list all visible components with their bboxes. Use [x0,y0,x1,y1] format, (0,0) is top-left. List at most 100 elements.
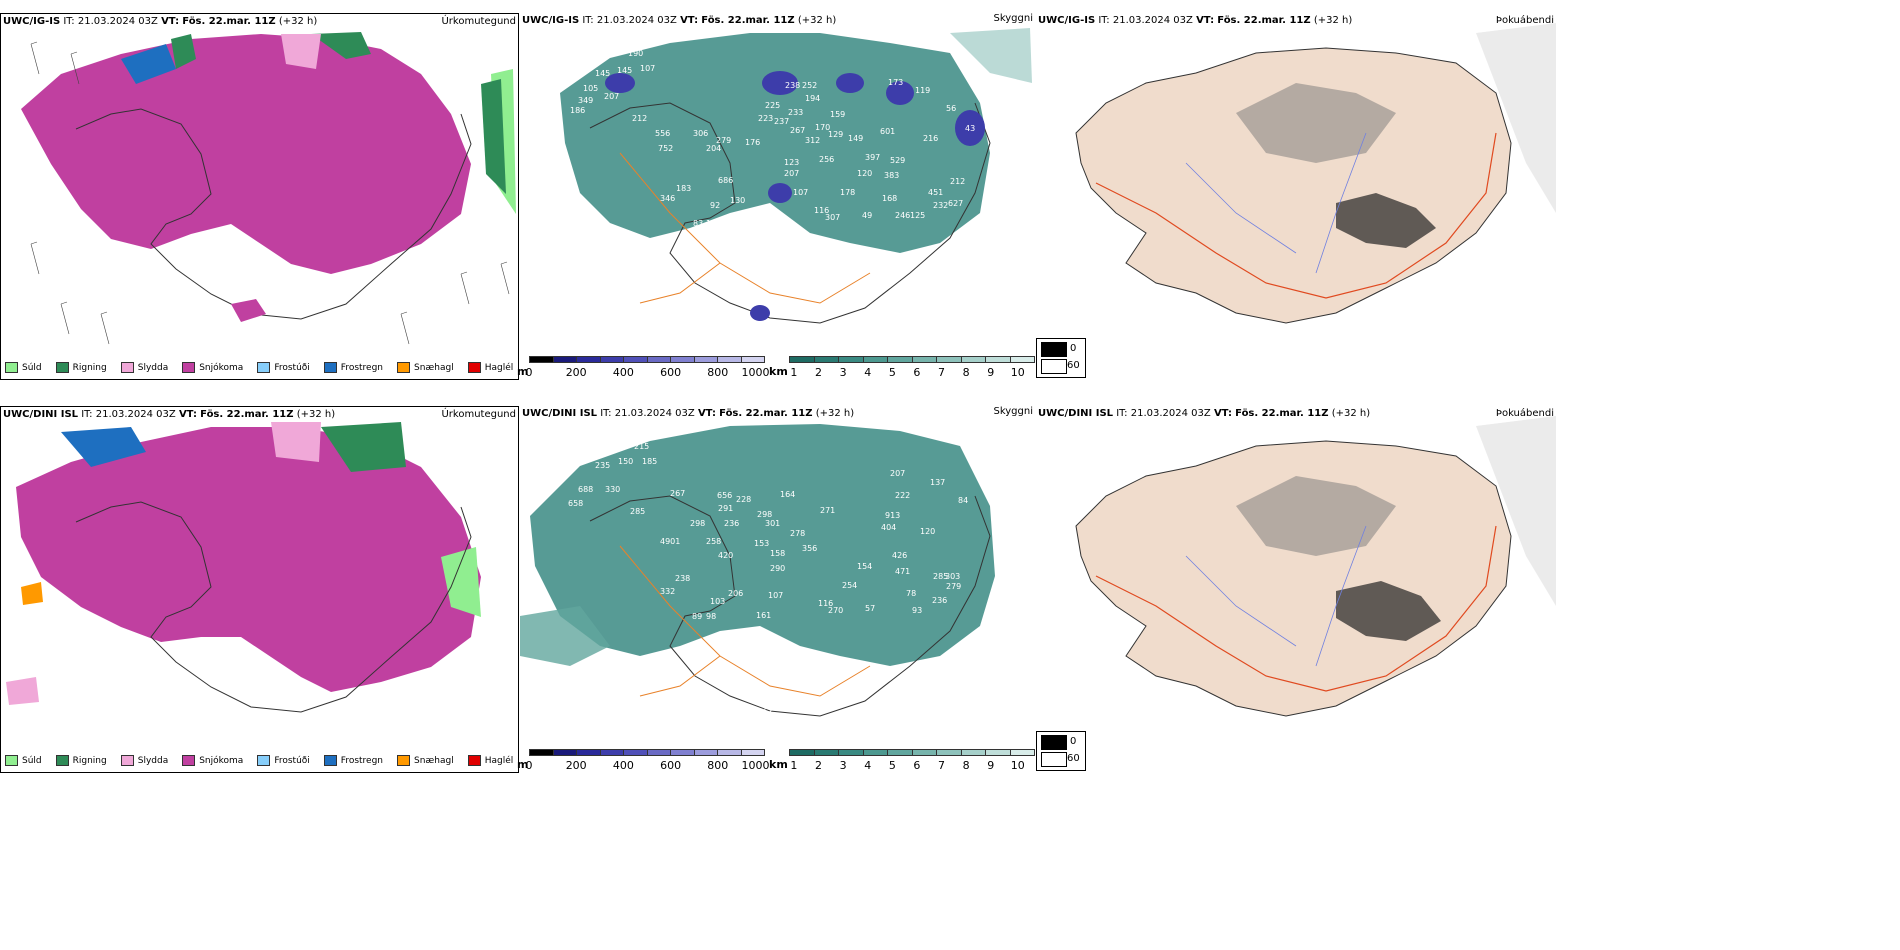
fog-high-area [1336,581,1441,641]
legend-item: Slydda [120,755,168,766]
precip-legend: Súld Rigning Slydda Snjókoma Frostúði Fr… [5,362,513,373]
precip-type-panel-bottom: UWC/DINI ISL IT: 21.03.2024 03Z VT: Fös.… [0,406,519,773]
visibility-value: 161 [756,611,771,620]
visibility-numbers: 190 145 145 107 105 349 207 186 212 556 … [570,49,975,228]
visibility-value: 285 [630,507,645,516]
visibility-colorbar: km 1 2 3 4 5 6 7 8 9 10 [769,356,1035,380]
visibility-map: 190 145 145 107 105 349 207 186 212 556 … [560,28,1032,324]
visibility-value: 103 [710,597,725,606]
low-visibility-area-sw [520,606,610,666]
iceland-land [1075,47,1512,324]
fog-legend-high-label: 0 [1070,736,1077,747]
visibility-value: 397 [865,153,880,162]
visibility-value: 216 [923,134,938,143]
visibility-value: 194 [805,94,820,103]
visibility-value: 246 [895,211,910,220]
snow-spot-sw [6,677,39,705]
panel-header: UWC/DINI ISL IT: 21.03.2024 03Z VT: Fös.… [3,409,336,420]
visibility-value: 57 [865,604,875,613]
visibility-value: 116 [814,206,829,215]
visibility-value: 312 [805,136,820,145]
legend-item: Rigning [55,755,107,766]
visibility-value: 349 [578,96,593,105]
legend-item: Snæhagl [397,362,454,373]
visibility-value: 233 [788,108,803,117]
visibility-numbers: 215 150 185 235 688 658 330 267 285 4901… [568,442,968,718]
legend-item: Snjókoma [182,755,243,766]
fog-map [1075,23,1556,324]
visibility-bar [789,749,1035,756]
cloud-base-spots [605,71,985,321]
fog-moderate-area [1236,83,1396,163]
legend-item: Rigning [55,362,107,373]
visibility-value: 107 [768,591,783,600]
visibility-value: 258 [706,537,721,546]
iceland-outline [75,108,472,320]
visibility-value: 63 [748,709,758,718]
visibility-value: 4901 [660,537,680,546]
visibility-value: 215 [634,442,649,451]
visibility-unit: km [769,365,788,378]
visibility-value: 150 [618,457,633,466]
visibility-value: 688 [578,485,593,494]
visibility-value: 204 [706,144,721,153]
cloud-base-unit: m [517,365,529,378]
visibility-value: 237 [774,117,789,126]
visibility-value: 206 [728,589,743,598]
legend-item: Snæhagl [397,755,454,766]
visibility-value: 279 [946,582,961,591]
low-visibility-area [560,33,990,253]
visibility-value: 145 [617,66,632,75]
legend-item: Snjókoma [182,362,243,373]
cloud-base-colorbar: m 0 200 400 600 800 1000 [517,356,770,380]
visibility-value: 252 [802,81,817,90]
visibility-value: 471 [895,567,910,576]
visibility-value: 658 [568,499,583,508]
fog-legend-swatch-high [1041,342,1067,357]
cloud-base-colorbar: m 0 200 400 600 800 1000 [517,749,770,773]
iceland-outline [589,102,991,324]
visibility-value: 238 [675,574,690,583]
panel-header: UWC/DINI ISL IT: 21.03.2024 03Z VT: Fös.… [1038,408,1371,419]
visibility-value: 185 [642,457,657,466]
visibility-value: 98 [706,612,716,621]
visibility-value: 120 [857,169,872,178]
visibility-value: 556 [655,129,670,138]
visibility-value: 601 [880,127,895,136]
visibility-value: 118 [757,217,772,226]
visibility-value: 330 [605,485,620,494]
rain-area-ne [311,32,371,59]
visibility-value: 267 [790,126,805,135]
visibility-value: 183 [676,184,691,193]
fog-legend-low-label: 60 [1067,360,1080,371]
visibility-value: 84 [958,496,968,505]
visibility-value: 105 [583,84,598,93]
fog-high-area [1336,193,1436,248]
rain-area [321,422,406,472]
freezing-rain-area [61,427,146,467]
visibility-value: 298 [690,519,705,528]
iceland-outline [75,501,472,713]
wind-barbs [30,41,510,345]
visibility-value: 225 [765,101,780,110]
rain-area [171,34,196,69]
visibility-value: 256 [819,155,834,164]
visibility-value: 356 [802,544,817,553]
legend-item: Súld [5,755,42,766]
rivers [1185,132,1367,274]
visibility-value: 116 [706,219,721,228]
panel-title: Úrkomutegund [441,16,516,27]
fog-legend: 0 60 [1036,338,1086,378]
snow-pellet-area [21,582,43,605]
visibility-value: 186 [570,106,585,115]
visibility-value: 212 [632,114,647,123]
visibility-value: 627 [948,199,963,208]
visibility-value: 236 [724,519,739,528]
cloud-base-unit: m [517,758,529,771]
panel-header: UWC/IG-IS IT: 21.03.2024 03Z VT: Fös. 22… [1038,15,1353,26]
visibility-value: 49 [862,211,872,220]
visibility-panel-top: UWC/IG-IS IT: 21.03.2024 03Z VT: Fös. 22… [520,13,1035,380]
roads [1095,132,1497,299]
road-network [619,545,871,697]
visibility-value: 383 [884,171,899,180]
